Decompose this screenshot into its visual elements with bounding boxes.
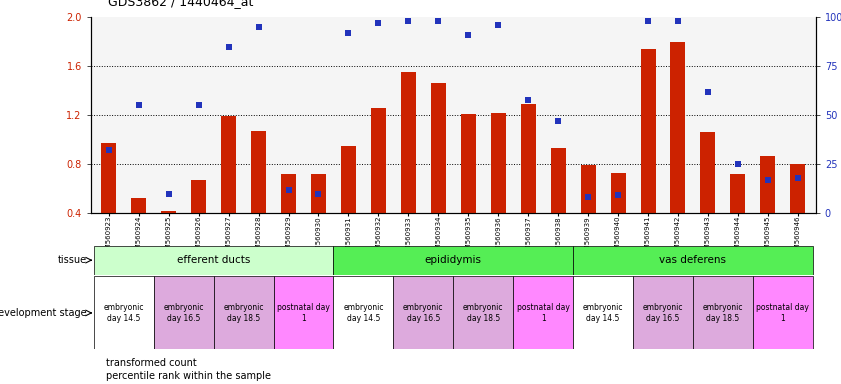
Text: embryonic
day 16.5: embryonic day 16.5 [643, 303, 683, 323]
Text: postnatal day
1: postnatal day 1 [756, 303, 809, 323]
Text: GDS3862 / 1440464_at: GDS3862 / 1440464_at [108, 0, 253, 8]
Point [251, 24, 265, 30]
Point [552, 118, 565, 124]
Text: embryonic
day 14.5: embryonic day 14.5 [583, 303, 623, 323]
Point [312, 190, 325, 197]
Bar [611, 173, 626, 213]
Bar [101, 143, 116, 213]
Text: embryonic
day 18.5: embryonic day 18.5 [703, 303, 743, 323]
Point [192, 103, 205, 109]
Text: transformed count: transformed count [106, 358, 197, 368]
Bar [214, 276, 273, 349]
Text: development stage: development stage [0, 308, 87, 318]
Bar [670, 42, 685, 213]
Bar [491, 113, 505, 213]
Point [671, 18, 685, 24]
Text: tissue: tissue [57, 255, 87, 265]
Bar [641, 49, 655, 213]
Text: embryonic
day 14.5: embryonic day 14.5 [103, 303, 144, 323]
Text: embryonic
day 14.5: embryonic day 14.5 [343, 303, 383, 323]
Bar [633, 276, 693, 349]
Bar [453, 276, 513, 349]
Bar [760, 156, 775, 213]
Text: percentile rank within the sample: percentile rank within the sample [106, 371, 271, 381]
Text: postnatal day
1: postnatal day 1 [516, 303, 569, 323]
Bar [334, 276, 394, 349]
Bar [394, 276, 453, 349]
Bar [221, 116, 236, 213]
Bar [281, 174, 296, 213]
Bar [573, 276, 633, 349]
Text: epididymis: epididymis [425, 255, 482, 265]
Point [431, 18, 445, 24]
Point [162, 190, 176, 197]
Point [462, 32, 475, 38]
Point [611, 192, 625, 199]
Bar [551, 148, 566, 213]
Bar [791, 164, 806, 213]
Point [372, 20, 385, 26]
Point [761, 177, 775, 183]
Point [102, 147, 115, 154]
Text: embryonic
day 16.5: embryonic day 16.5 [403, 303, 443, 323]
Bar [461, 114, 476, 213]
Point [341, 30, 355, 36]
Text: embryonic
day 18.5: embryonic day 18.5 [224, 303, 264, 323]
Bar [431, 83, 446, 213]
Bar [131, 199, 146, 213]
Bar [154, 276, 214, 349]
Point [132, 103, 145, 109]
Bar [94, 276, 154, 349]
Point [581, 194, 595, 200]
Bar [693, 276, 753, 349]
Point [491, 22, 505, 28]
Bar [341, 146, 356, 213]
Bar [521, 104, 536, 213]
Text: embryonic
day 18.5: embryonic day 18.5 [463, 303, 504, 323]
Text: vas deferens: vas deferens [659, 255, 727, 265]
Bar [371, 108, 386, 213]
Bar [513, 276, 573, 349]
Bar [94, 246, 334, 275]
Text: postnatal day
1: postnatal day 1 [277, 303, 330, 323]
Bar [401, 72, 415, 213]
Point [791, 175, 805, 181]
Text: embryonic
day 16.5: embryonic day 16.5 [163, 303, 204, 323]
Bar [701, 132, 716, 213]
Text: efferent ducts: efferent ducts [177, 255, 251, 265]
Bar [191, 180, 206, 213]
Point [701, 89, 715, 95]
Point [642, 18, 655, 24]
Bar [311, 174, 326, 213]
Bar [753, 276, 812, 349]
Bar [334, 246, 573, 275]
Bar [251, 131, 266, 213]
Point [521, 96, 535, 103]
Bar [573, 246, 812, 275]
Point [222, 44, 235, 50]
Bar [161, 211, 177, 213]
Bar [273, 276, 334, 349]
Point [731, 161, 744, 167]
Point [402, 18, 415, 24]
Point [282, 187, 295, 193]
Bar [580, 166, 595, 213]
Bar [730, 174, 745, 213]
